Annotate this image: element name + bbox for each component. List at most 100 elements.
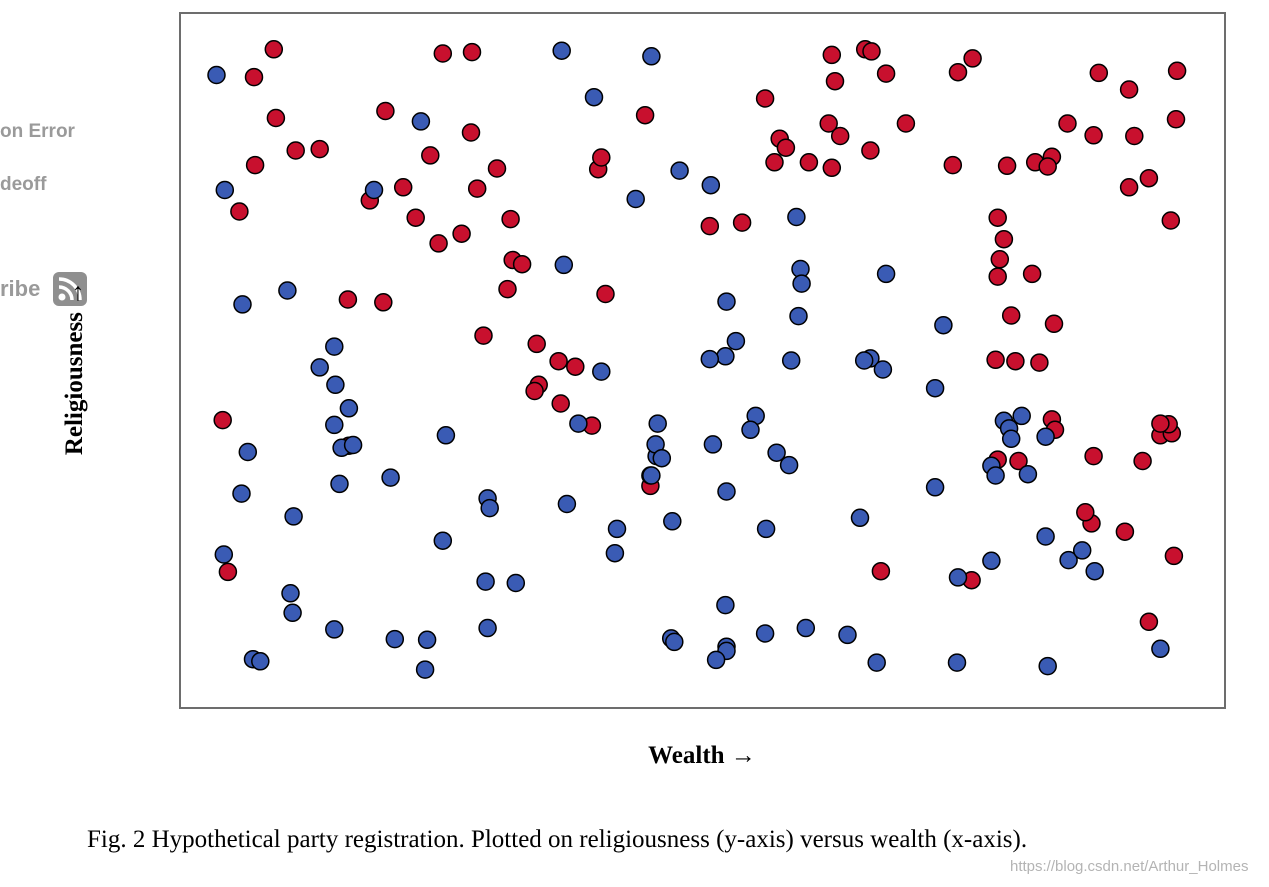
scatter-point-series1-1 xyxy=(215,180,235,200)
scatter-point-series1-39 xyxy=(557,494,577,514)
scatter-point-series1-0 xyxy=(207,65,226,85)
scatter-point-series0-18 xyxy=(501,209,520,229)
scatter-point-series0-35 xyxy=(218,562,238,582)
scatter-point-series1-18 xyxy=(381,468,400,487)
scatter-point-series0-28 xyxy=(566,357,585,376)
scatter-point-series1-30 xyxy=(480,498,499,518)
scatter-point-series0-4 xyxy=(266,108,286,128)
scatter-point-series0-16 xyxy=(467,179,487,198)
scatter-point-series1-72 xyxy=(716,595,735,615)
scatter-point-series1-76 xyxy=(665,632,684,652)
scatter-point-series0-12 xyxy=(487,159,507,178)
sidebar-fragment-subscribe[interactable]: ribe xyxy=(0,276,41,301)
scatter-point-series1-43 xyxy=(642,47,661,66)
scatter-point-series1-100 xyxy=(1085,561,1104,581)
scatter-point-series1-101 xyxy=(947,653,967,672)
scatter-point-series0-11 xyxy=(461,123,481,142)
scatter-point-series1-4 xyxy=(232,484,251,503)
scatter-point-series1-60 xyxy=(779,455,799,475)
scatter-point-series1-94 xyxy=(1018,464,1038,484)
scatter-point-series0-80 xyxy=(1044,314,1064,334)
sidebar-fragment-1[interactable]: on Error xyxy=(0,121,75,142)
scatter-point-series0-76 xyxy=(990,250,1010,269)
scatter-point-series1-21 xyxy=(325,620,344,639)
scatter-point-series0-101 xyxy=(1009,451,1028,471)
scatter-point-series0-71 xyxy=(1119,178,1139,197)
scatter-point-series1-86 xyxy=(934,315,953,335)
scatter-point-series1-83 xyxy=(867,653,886,672)
scatter-point-series0-48 xyxy=(825,71,845,91)
scatter-point-series1-84 xyxy=(925,378,945,398)
sidebar-fragment-2[interactable]: deoff xyxy=(0,174,47,195)
scatter-point-series1-23 xyxy=(251,652,270,671)
scatter-point-series0-45 xyxy=(765,153,784,172)
scatter-point-series1-79 xyxy=(706,650,726,670)
scatter-point-series1-74 xyxy=(850,508,870,528)
rss-icon[interactable] xyxy=(53,272,87,306)
scatter-point-series1-81 xyxy=(796,618,816,638)
scatter-point-series1-80 xyxy=(755,624,775,643)
scatter-point-series0-79 xyxy=(1001,306,1021,325)
scatter-point-series1-57 xyxy=(642,466,661,485)
scatter-point-series0-57 xyxy=(948,62,968,82)
scatter-point-series0-23 xyxy=(338,290,358,309)
scatter-point-series1-63 xyxy=(792,274,811,293)
scatter-point-series0-46 xyxy=(799,153,819,172)
scatter-point-series1-54 xyxy=(648,414,667,433)
scatter-point-series1-5 xyxy=(214,545,234,564)
scatter-point-series0-50 xyxy=(830,126,850,146)
scatter-point-series0-73 xyxy=(1161,211,1181,230)
scatter-point-series0-37 xyxy=(592,148,611,167)
scatter-point-series1-2 xyxy=(233,295,252,314)
scatter-point-series0-10 xyxy=(421,146,440,165)
scatter-point-series0-9 xyxy=(376,101,395,121)
scatter-point-series0-19 xyxy=(429,234,448,253)
scatter-point-series1-15 xyxy=(330,474,349,494)
scatter-point-series1-28 xyxy=(436,426,456,445)
scatter-point-series0-42 xyxy=(755,89,775,108)
scatter-point-series0-56 xyxy=(896,114,916,133)
scatter-point-series1-55 xyxy=(652,448,672,468)
scatter-point-series1-97 xyxy=(948,568,968,587)
scatter-point-series1-69 xyxy=(756,519,776,539)
scatter-point-series0-13 xyxy=(393,178,413,197)
scatter-point-series0-67 xyxy=(1119,80,1139,99)
scatter-point-series1-98 xyxy=(1059,550,1078,570)
scatter-point-series1-89 xyxy=(1001,429,1021,449)
scatter-point-series1-42 xyxy=(626,189,645,209)
scatter-point-series0-63 xyxy=(1038,157,1057,176)
scatter-point-series0-7 xyxy=(245,155,265,175)
scatter-point-series1-12 xyxy=(325,415,344,435)
scatter-point-series1-68 xyxy=(873,360,893,379)
scatter-point-series0-31 xyxy=(551,394,570,413)
scatter-point-series1-67 xyxy=(854,351,874,370)
scatter-point-series0-47 xyxy=(822,45,842,65)
scatter-point-series1-70 xyxy=(781,351,801,370)
scatter-point-series1-44 xyxy=(670,161,689,180)
scatter-point-series1-90 xyxy=(1012,406,1031,426)
scatter-point-series1-7 xyxy=(284,507,303,526)
scatter-point-series0-55 xyxy=(861,141,880,160)
scatter-point-series1-24 xyxy=(385,629,405,649)
scatter-point-series1-85 xyxy=(925,478,945,497)
scatter-point-series0-83 xyxy=(1006,351,1025,371)
scatter-point-series0-38 xyxy=(596,284,615,304)
scatter-point-series1-50 xyxy=(726,331,746,351)
scatter-point-series0-1 xyxy=(433,44,453,63)
scatter-point-series0-64 xyxy=(1058,114,1077,133)
scatter-point-series1-31 xyxy=(476,572,495,591)
scatter-point-series1-49 xyxy=(703,435,723,454)
scatter-point-series1-36 xyxy=(554,255,574,275)
scatter-point-series1-9 xyxy=(325,337,344,356)
scatter-point-series1-73 xyxy=(741,420,760,440)
scatter-point-series0-98 xyxy=(871,561,891,581)
scatter-point-series0-30 xyxy=(525,381,544,401)
scatter-point-series0-54 xyxy=(876,64,896,83)
scatter-point-series1-33 xyxy=(478,618,497,638)
scatter-point-series1-91 xyxy=(1036,427,1055,446)
scatter-point-series1-20 xyxy=(283,603,302,623)
scatter-point-series1-47 xyxy=(716,347,735,366)
scatter-point-series0-8 xyxy=(230,202,249,221)
scatter-point-series1-16 xyxy=(364,180,384,200)
